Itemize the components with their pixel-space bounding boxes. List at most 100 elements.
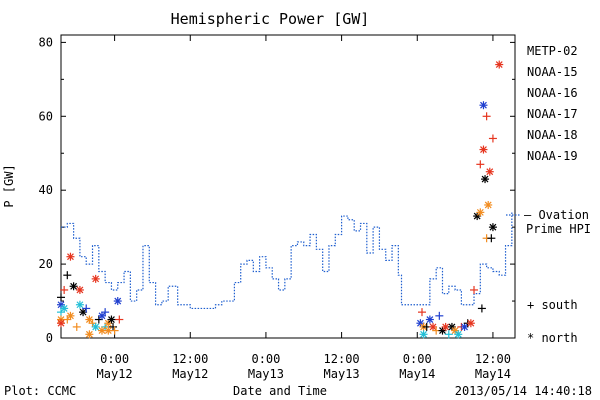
marker-stroke: [484, 201, 492, 209]
marker-stroke: [495, 61, 503, 68]
x-tick-label-time: 0:00: [100, 352, 129, 366]
marker-north-noaa-19: [66, 252, 75, 261]
marker-north-metp-02: [481, 175, 490, 184]
x-axis-label: Date and Time: [233, 384, 327, 398]
marker-south-noaa-19: [476, 160, 485, 169]
y-tick-label: 20: [39, 257, 53, 271]
marker-north-noaa-19: [479, 145, 488, 154]
x-tick-label-date: May12: [97, 367, 133, 381]
legend-entry: NOAA-17: [527, 107, 578, 121]
plot-frame: [60, 34, 516, 339]
marker-south-metp-02: [477, 304, 486, 313]
chart-title: Hemispheric Power [GW]: [171, 10, 370, 28]
marker-stroke: [429, 323, 437, 331]
marker-stroke: [98, 312, 106, 320]
marker-north-noaa-19: [429, 322, 438, 331]
marker-south-noaa-16: [444, 330, 453, 339]
marker-stroke: [108, 316, 115, 323]
marker-stroke: [420, 330, 427, 338]
marker-north-noaa-15: [97, 311, 106, 320]
marker-south-noaa-19: [60, 285, 69, 294]
marker-stroke: [486, 168, 494, 176]
legend-entry: NOAA-15: [527, 65, 578, 79]
marker-north-noaa-19: [57, 319, 65, 328]
marker-stroke: [104, 327, 112, 335]
marker-stroke: [114, 297, 122, 305]
x-tick-label-time: 0:00: [251, 352, 280, 366]
marker-south-noaa-15: [435, 311, 444, 320]
legend-entry: METP-02: [527, 44, 578, 58]
marker-north-noaa-16: [60, 304, 69, 313]
marker-south-noaa-19: [482, 112, 491, 121]
y-tick-label: 40: [39, 183, 53, 197]
marker-north-noaa-15: [479, 101, 488, 110]
marker-stroke: [92, 323, 100, 331]
marker-north-noaa-19: [495, 60, 504, 69]
marker-stroke: [448, 323, 456, 331]
marker-north-noaa-19: [466, 319, 475, 328]
marker-stroke: [85, 330, 93, 338]
marker-north-metp-02: [107, 315, 116, 324]
x-tick-label-date: May13: [324, 367, 360, 381]
marker-north-noaa-18: [476, 208, 485, 217]
marker-stroke: [79, 308, 87, 316]
marker-north-noaa-18: [85, 330, 94, 339]
legend-south-marker: + south: [527, 298, 578, 312]
y-tick-label: 0: [46, 331, 53, 345]
marker-stroke: [76, 286, 84, 294]
marker-south-noaa-16: [57, 308, 65, 317]
marker-stroke: [480, 101, 487, 109]
marker-south-noaa-15: [101, 308, 110, 317]
plot-timestamp: 2013/05/14 14:40:18: [455, 384, 592, 398]
marker-south-metp-02: [109, 322, 118, 331]
marker-south-noaa-15: [82, 304, 91, 313]
marker-north-metp-02: [69, 282, 78, 291]
marker-stroke: [467, 319, 475, 327]
legend-entry: NOAA-19: [527, 149, 578, 163]
x-tick-label-time: 12:00: [324, 352, 360, 366]
marker-north-noaa-18: [484, 200, 493, 209]
legend-entry: NOAA-18: [527, 128, 578, 142]
ovation-line: [61, 212, 513, 310]
marker-stroke: [57, 319, 65, 327]
marker-stroke: [67, 253, 74, 261]
marker-north-noaa-16: [454, 330, 463, 339]
legend: METP-02 NOAA-15 NOAA-16 NOAA-17 NOAA-18 NOAA-…: [506, 44, 591, 345]
marker-north-noaa-16: [419, 330, 428, 339]
marker-stroke: [454, 330, 462, 338]
x-tick-label-time: 12:00: [475, 352, 511, 366]
marker-stroke: [480, 146, 487, 153]
y-tick-label: 80: [39, 35, 53, 49]
y-tick-label: 60: [39, 109, 53, 123]
marker-stroke: [481, 175, 489, 183]
legend-entry: NOAA-16: [527, 86, 578, 100]
x-tick-label-date: May13: [248, 367, 284, 381]
marker-stroke: [92, 275, 100, 283]
marker-north-noaa-19: [91, 274, 100, 283]
marker-south-noaa-18: [72, 322, 81, 331]
marker-north-noaa-19: [485, 167, 494, 176]
marker-south-metp-02: [57, 293, 65, 302]
marker-stroke: [67, 312, 74, 320]
ovation-series: [61, 212, 513, 310]
marker-north-metp-02: [488, 223, 497, 232]
axes: 0204060800:00May1212:00May120:00May1312:…: [39, 34, 516, 381]
y-axis-label: P [GW]: [2, 164, 16, 207]
marker-south-noaa-19: [115, 315, 124, 324]
marker-stroke: [76, 301, 84, 309]
marker-stroke: [489, 223, 497, 231]
marker-north-noaa-16: [75, 300, 84, 309]
x-tick-label-date: May14: [475, 367, 511, 381]
marker-north-noaa-16: [91, 322, 100, 331]
marker-north-noaa-15: [113, 297, 122, 306]
x-tick-label-date: May12: [172, 367, 208, 381]
marker-south-noaa-19: [417, 308, 426, 317]
marker-south-metp-02: [487, 234, 496, 243]
marker-north-noaa-18: [66, 311, 75, 320]
marker-stroke: [451, 327, 459, 335]
marker-stroke: [70, 282, 78, 290]
x-tick-label-time: 12:00: [172, 352, 208, 366]
marker-north-noaa-18: [97, 326, 106, 335]
marker-north-noaa-19: [75, 285, 84, 294]
marker-stroke: [461, 323, 468, 331]
